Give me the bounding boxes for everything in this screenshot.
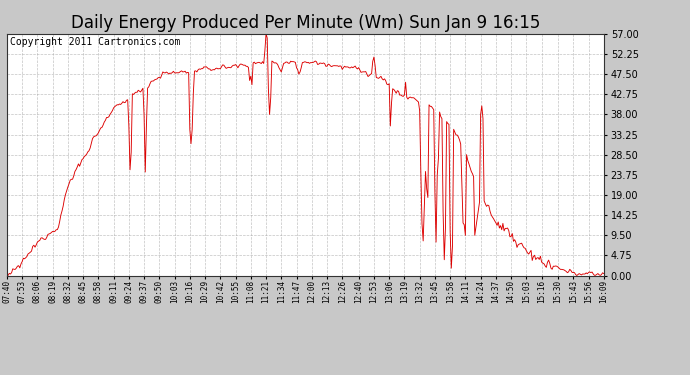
Title: Daily Energy Produced Per Minute (Wm) Sun Jan 9 16:15: Daily Energy Produced Per Minute (Wm) Su… bbox=[70, 14, 540, 32]
Text: Copyright 2011 Cartronics.com: Copyright 2011 Cartronics.com bbox=[10, 38, 180, 47]
